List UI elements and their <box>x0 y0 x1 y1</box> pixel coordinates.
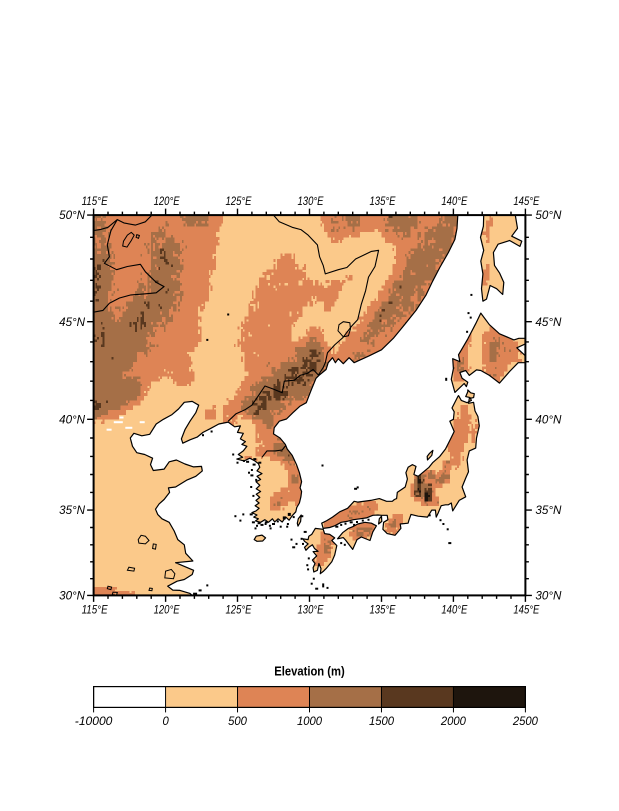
svg-text:135°E: 135°E <box>370 196 396 208</box>
svg-text:35°N: 35°N <box>535 505 562 517</box>
svg-text:40°N: 40°N <box>535 414 562 426</box>
svg-text:Elevation (m): Elevation (m) <box>274 664 345 679</box>
svg-text:50°N: 50°N <box>535 210 562 222</box>
svg-text:40°N: 40°N <box>59 414 86 426</box>
svg-text:35°N: 35°N <box>59 505 86 517</box>
svg-text:30°N: 30°N <box>59 591 86 603</box>
svg-text:130°E: 130°E <box>298 196 324 208</box>
svg-text:1000: 1000 <box>297 716 323 728</box>
svg-text:-10000: -10000 <box>75 716 113 728</box>
svg-text:2000: 2000 <box>440 716 467 728</box>
svg-text:125°E: 125°E <box>226 604 252 616</box>
svg-text:45°N: 45°N <box>59 317 86 329</box>
svg-text:135°E: 135°E <box>370 604 396 616</box>
svg-text:50°N: 50°N <box>59 210 86 222</box>
svg-text:0: 0 <box>162 716 169 728</box>
svg-text:130°E: 130°E <box>298 604 324 616</box>
svg-text:125°E: 125°E <box>226 196 252 208</box>
svg-text:115°E: 115°E <box>82 196 108 208</box>
svg-text:140°E: 140°E <box>441 604 467 616</box>
svg-text:145°E: 145°E <box>513 604 539 616</box>
svg-text:115°E: 115°E <box>82 604 108 616</box>
svg-text:145°E: 145°E <box>513 196 539 208</box>
svg-text:45°N: 45°N <box>535 317 562 329</box>
svg-text:120°E: 120°E <box>154 196 180 208</box>
svg-text:140°E: 140°E <box>441 196 467 208</box>
svg-text:120°E: 120°E <box>154 604 180 616</box>
svg-text:500: 500 <box>228 716 247 728</box>
svg-text:1500: 1500 <box>369 716 395 728</box>
svg-text:2500: 2500 <box>512 716 539 728</box>
svg-text:30°N: 30°N <box>535 591 562 603</box>
